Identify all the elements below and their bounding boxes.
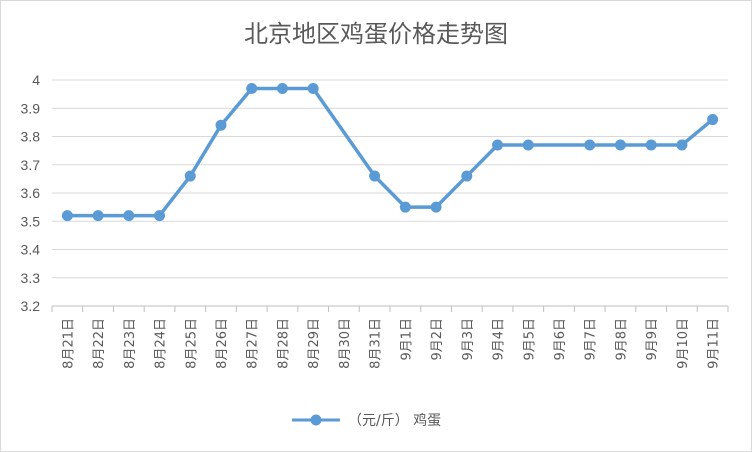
x-tick-label: 9月3日 [461, 318, 476, 361]
y-tick-label: 4 [32, 72, 40, 88]
x-tick-label: 9月7日 [584, 318, 599, 361]
x-tick-label: 8月26日 [215, 318, 230, 369]
data-point [461, 170, 473, 182]
legend-label: （元/斤） 鸡蛋 [348, 413, 442, 429]
y-tick-label: 3.7 [21, 157, 41, 173]
legend: （元/斤） 鸡蛋 [292, 409, 441, 431]
data-point [215, 119, 227, 131]
x-tick-label: 8月27日 [246, 318, 261, 369]
x-tick-label: 8月30日 [338, 318, 353, 369]
x-tick-label: 9月11日 [707, 318, 722, 369]
data-point [246, 82, 258, 94]
y-tick-label: 3.9 [21, 100, 41, 116]
x-tick-label: 9月5日 [522, 318, 537, 361]
data-point [676, 139, 688, 151]
data-point [614, 139, 626, 151]
data-point [522, 139, 534, 151]
x-tick-label: 9月2日 [430, 318, 445, 361]
data-point [399, 201, 411, 213]
data-point [645, 139, 657, 151]
legend-line-marker [292, 414, 340, 426]
data-point [154, 210, 166, 222]
x-tick-label: 8月24日 [154, 318, 169, 369]
x-tick-label: 9月9日 [645, 318, 660, 361]
x-tick-label: 9月1日 [399, 318, 414, 361]
data-point [61, 210, 73, 222]
y-tick-label: 3.4 [21, 242, 41, 258]
x-tick-label: 9月6日 [553, 318, 568, 361]
x-tick-label: 8月28日 [276, 318, 291, 369]
data-point [584, 139, 596, 151]
series-line [65, 86, 715, 218]
data-point [123, 210, 135, 222]
y-tick-label: 3.6 [21, 185, 41, 201]
x-tick-label: 9月10日 [676, 318, 691, 369]
x-tick-label: 8月21日 [61, 318, 76, 369]
y-tick-label: 3.2 [21, 298, 41, 314]
data-point [492, 139, 504, 151]
y-tick-label: 3.5 [21, 213, 41, 229]
x-tick-label: 8月31日 [369, 318, 384, 369]
data-point [276, 82, 288, 94]
data-point [92, 210, 104, 222]
data-point [430, 201, 442, 213]
data-point [184, 170, 196, 182]
data-point [369, 170, 381, 182]
x-tick-label: 8月25日 [184, 318, 199, 369]
y-tick-label: 3.8 [21, 129, 41, 145]
chart-title: 北京地区鸡蛋价格走势图 [244, 20, 508, 48]
data-point [307, 82, 319, 94]
x-tick-label: 9月8日 [614, 318, 629, 361]
x-tick-label: 8月29日 [307, 318, 322, 369]
data-point [707, 114, 719, 126]
x-tick-label: 8月23日 [123, 318, 138, 369]
y-tick-label: 3.3 [21, 270, 41, 286]
x-tick-label: 9月4日 [492, 318, 507, 361]
x-tick-label: 8月22日 [92, 318, 107, 369]
